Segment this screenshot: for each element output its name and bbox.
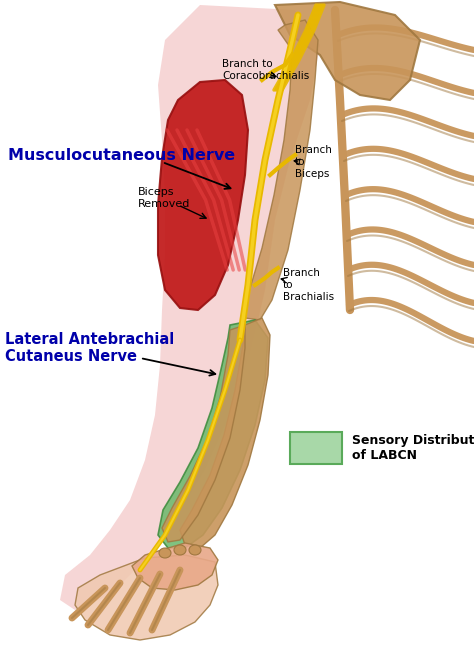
Text: Musculocutaneous Nerve: Musculocutaneous Nerve — [8, 147, 235, 162]
Text: Branch
to
Brachialis: Branch to Brachialis — [283, 269, 334, 302]
Polygon shape — [158, 320, 268, 548]
Ellipse shape — [189, 545, 201, 555]
Text: Branch to
Coracobrachialis: Branch to Coracobrachialis — [222, 59, 309, 80]
Text: Lateral Antebrachial
Cutaneus Nerve: Lateral Antebrachial Cutaneus Nerve — [5, 332, 174, 364]
Polygon shape — [60, 5, 320, 610]
Polygon shape — [75, 555, 218, 640]
Polygon shape — [162, 325, 245, 542]
Ellipse shape — [159, 548, 171, 558]
Text: Biceps
Removed: Biceps Removed — [138, 187, 191, 209]
Polygon shape — [275, 2, 420, 100]
Polygon shape — [158, 80, 248, 310]
Text: Branch
to
Biceps: Branch to Biceps — [295, 145, 332, 178]
Text: Sensory Distribution
of LABCN: Sensory Distribution of LABCN — [352, 434, 474, 462]
Ellipse shape — [174, 545, 186, 555]
FancyBboxPatch shape — [290, 432, 342, 464]
Polygon shape — [245, 20, 318, 320]
Polygon shape — [132, 543, 218, 590]
Polygon shape — [180, 318, 270, 548]
